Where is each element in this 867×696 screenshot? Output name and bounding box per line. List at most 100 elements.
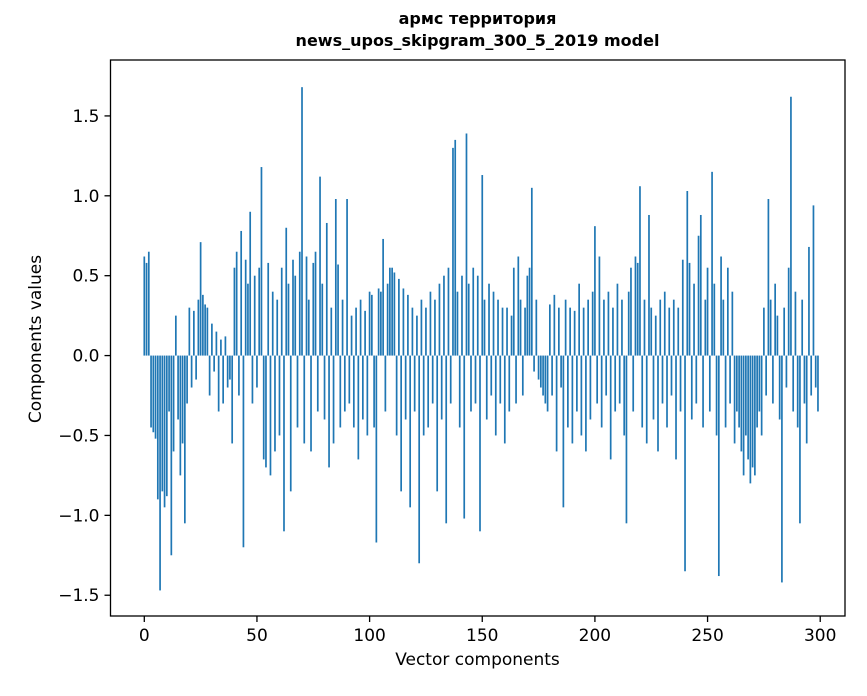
bar (172, 355, 175, 452)
bar (756, 355, 758, 428)
bar (301, 87, 303, 356)
bar (537, 355, 540, 380)
bar (303, 355, 306, 444)
bar (213, 355, 215, 372)
bar (289, 355, 292, 492)
bar (310, 355, 312, 452)
bar (659, 299, 662, 356)
bar (265, 355, 267, 468)
bar (751, 355, 754, 468)
bar (440, 355, 443, 420)
bar (521, 355, 524, 396)
y-tick-label: −0.5 (58, 426, 99, 446)
bar (627, 291, 630, 356)
bar (298, 251, 301, 356)
chart-title-line2: news_upos_skipgram_300_5_2019 model (295, 31, 660, 50)
bar (675, 355, 677, 460)
bar (276, 299, 279, 356)
bar (634, 256, 637, 356)
bar (528, 267, 531, 356)
bar (765, 355, 767, 396)
bar (778, 355, 781, 420)
bar (814, 355, 817, 388)
bar (483, 299, 486, 356)
bar (781, 355, 783, 583)
bar (632, 355, 635, 412)
bar (774, 283, 776, 356)
bar (244, 259, 247, 356)
bar (179, 355, 182, 476)
bar (553, 294, 556, 356)
axes-spines (109, 59, 846, 617)
bar (260, 167, 263, 356)
bar (524, 307, 526, 356)
bar (395, 355, 398, 436)
bar (294, 275, 297, 356)
bar (736, 355, 738, 412)
bar (467, 283, 470, 356)
bar (785, 355, 788, 388)
bar (226, 355, 229, 388)
bar (357, 355, 360, 460)
bar (702, 355, 704, 428)
bar (641, 355, 644, 428)
bar (569, 307, 571, 356)
bar (352, 355, 355, 428)
x-tick-label: 100 (353, 626, 385, 646)
bar (763, 307, 765, 356)
bar (346, 199, 348, 356)
y-tick-label: −1.5 (58, 586, 99, 606)
bar (794, 291, 797, 356)
bar (740, 355, 743, 452)
bar (271, 291, 274, 356)
y-tick-label: 0.0 (72, 347, 99, 367)
bar (679, 355, 682, 412)
bar (174, 315, 177, 356)
bar (359, 299, 362, 356)
bar (445, 355, 448, 524)
bar (422, 355, 425, 436)
bar (447, 267, 450, 356)
bar (425, 307, 427, 356)
bar (729, 355, 731, 404)
bar (350, 315, 353, 356)
bar (803, 355, 806, 404)
bar (517, 256, 520, 356)
bar (199, 242, 202, 356)
bar (609, 355, 612, 460)
bar (708, 355, 711, 412)
bar (251, 355, 254, 404)
bar (235, 251, 238, 356)
bar (195, 355, 197, 380)
bar (812, 205, 815, 356)
bar (515, 355, 517, 404)
bar (292, 259, 294, 356)
bar (463, 355, 466, 519)
bar (558, 307, 560, 356)
bar (596, 355, 599, 404)
bar (643, 299, 646, 356)
bar (783, 307, 786, 356)
bar (494, 355, 497, 436)
y-tick-label: 1.5 (72, 107, 99, 127)
bar (758, 355, 761, 412)
bar (805, 355, 808, 444)
bar (713, 283, 716, 356)
bar (695, 355, 698, 404)
bar (373, 355, 375, 428)
bar (384, 355, 387, 412)
bar (654, 315, 657, 356)
bar (697, 235, 700, 356)
bar (253, 275, 256, 356)
bar (630, 267, 632, 356)
bar (564, 299, 567, 356)
bar (386, 283, 389, 356)
bar (535, 299, 538, 356)
bar (186, 355, 188, 404)
bar (720, 256, 722, 356)
bar (742, 355, 745, 476)
bar (211, 323, 213, 356)
bar (571, 355, 574, 444)
bar (616, 283, 619, 356)
bar (389, 267, 391, 356)
